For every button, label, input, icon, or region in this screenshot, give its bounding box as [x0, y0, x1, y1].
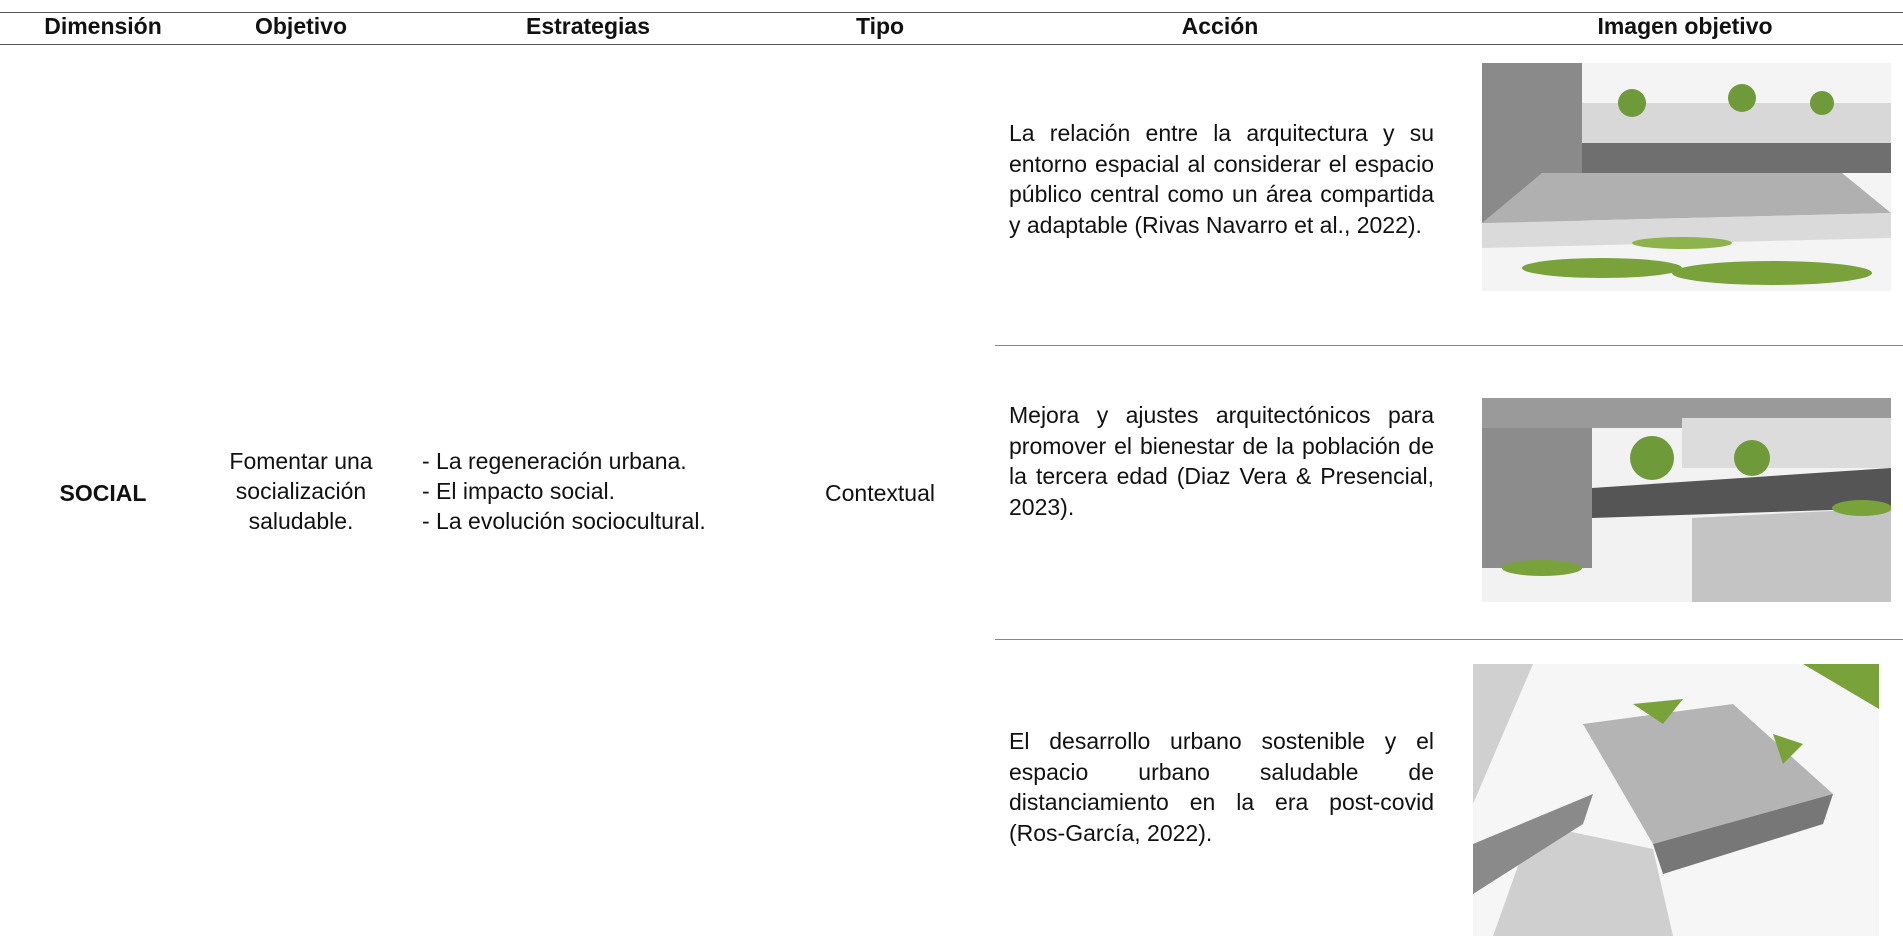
image [1482, 398, 1891, 602]
action: La relación entre la arquitectura y su e… [1009, 120, 1434, 238]
header: Tipo [855, 13, 905, 39]
image [1482, 63, 1891, 291]
action: El desarrollo urbano sostenible y el esp… [1009, 728, 1434, 846]
header: Acción [1181, 13, 1259, 39]
header: Dimensión [44, 13, 162, 39]
rule [0, 44, 1903, 45]
strategy: - El impacto social. [422, 478, 616, 504]
strategies: - La regeneración urbana. - El impacto s… [422, 446, 706, 536]
row-rule [995, 639, 1903, 640]
dimension: SOCIAL [59, 480, 147, 506]
type: Contextual [825, 480, 935, 506]
header: Estrategias [525, 13, 651, 39]
action: Mejora y ajustes arquitectónicos para pr… [1009, 402, 1434, 520]
header: Imagen objetivo [1597, 13, 1773, 39]
strategy: - La evolución sociocultural. [422, 508, 706, 534]
row-rule [995, 345, 1903, 346]
objective: Fomentar una socialización saludable. [229, 448, 373, 534]
header: Objetivo [254, 13, 348, 39]
strategy: - La regeneración urbana. [422, 448, 687, 474]
rule [0, 12, 1903, 13]
image [1473, 664, 1879, 936]
